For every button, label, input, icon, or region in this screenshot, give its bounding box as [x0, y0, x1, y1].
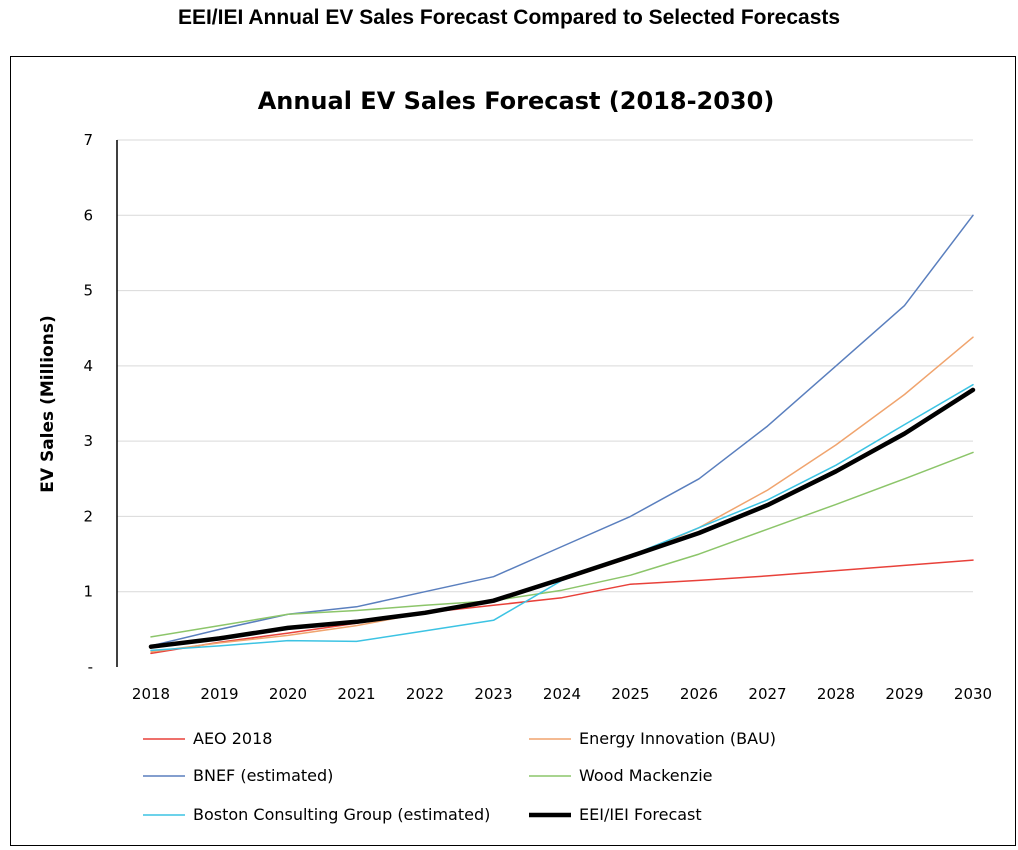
x-tick-label: 2026	[680, 685, 718, 703]
x-tick-label: 2022	[406, 685, 444, 703]
y-tick-label: 3	[83, 432, 93, 450]
series-line	[150, 383, 974, 652]
legend-label: Wood Mackenzie	[579, 766, 712, 785]
x-tick-label: 2020	[269, 685, 307, 703]
gridlines	[117, 139, 973, 593]
series-line	[150, 451, 974, 638]
series-line	[148, 387, 976, 649]
y-tick-label: 5	[83, 282, 93, 300]
y-tick-label: -	[88, 658, 93, 676]
legend-label: Energy Innovation (BAU)	[579, 729, 776, 748]
chart-title: Annual EV Sales Forecast (2018-2030)	[258, 87, 775, 115]
x-tick-label: 2025	[611, 685, 649, 703]
y-tick-label: 6	[83, 206, 93, 224]
y-tick-label: 7	[83, 131, 93, 149]
legend-label: AEO 2018	[193, 729, 272, 748]
y-tick-label: 2	[83, 507, 93, 525]
x-tick-label: 2024	[543, 685, 581, 703]
chart-frame: Annual EV Sales Forecast (2018-2030) EV …	[10, 56, 1016, 846]
series-lines	[148, 214, 976, 655]
x-tick-label: 2029	[885, 685, 923, 703]
legend-label: BNEF (estimated)	[193, 766, 333, 785]
x-tick-label: 2030	[954, 685, 992, 703]
x-tick-label: 2023	[474, 685, 512, 703]
x-tick-label: 2028	[817, 685, 855, 703]
legend-label: EEI/IEI Forecast	[579, 805, 702, 824]
series-line	[150, 559, 974, 655]
y-tick-label: 1	[83, 583, 93, 601]
line-chart: Annual EV Sales Forecast (2018-2030) EV …	[38, 87, 992, 824]
y-tick-label: 4	[83, 357, 93, 375]
x-tick-label: 2027	[748, 685, 786, 703]
series-line	[150, 336, 974, 653]
page-title: EEI/IEI Annual EV Sales Forecast Compare…	[177, 6, 841, 29]
legend: AEO 2018 Energy Innovation (BAU) BNEF (est…	[143, 729, 776, 824]
x-tick-label: 2018	[132, 685, 170, 703]
y-axis-label: EV Sales (Millions)	[38, 315, 58, 492]
axes: - 1 2 3 4 5 6 7 2018 2019 2020 2021 2022 2023 2024 2025…	[83, 131, 992, 703]
x-tick-label: 2021	[337, 685, 375, 703]
x-tick-label: 2019	[200, 685, 238, 703]
legend-label: Boston Consulting Group (estimated)	[193, 805, 490, 824]
series-line	[150, 214, 974, 647]
